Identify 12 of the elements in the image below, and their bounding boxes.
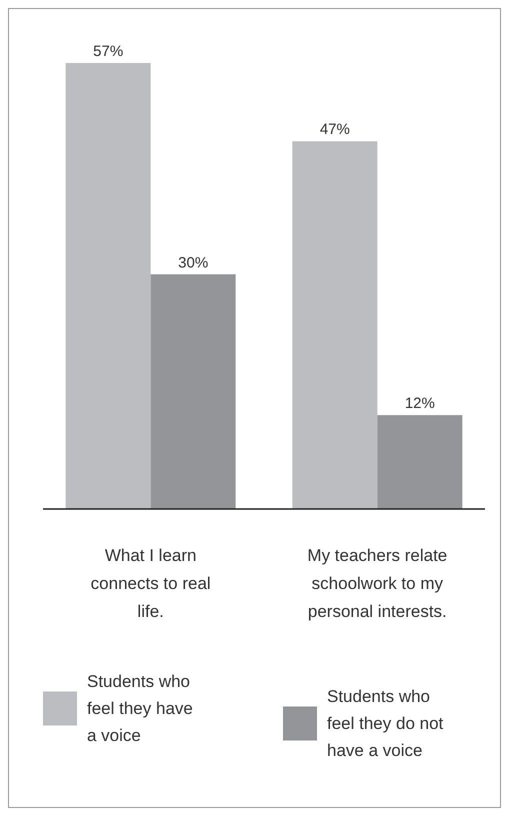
x-tick-label: My teachers relate schoolwork to my personal interests. [307, 546, 448, 621]
data-label: 12% [404, 395, 435, 412]
data-label: 30% [178, 254, 208, 272]
bar [150, 274, 236, 509]
legend-label: Students who feel they do not have a voice [327, 687, 444, 760]
legend-label: Students who feel they have a voice [87, 672, 193, 745]
x-tick-label: What I learn connects to real life. [90, 546, 211, 621]
bar [292, 141, 378, 509]
data-label: 57% [93, 43, 124, 60]
bar [377, 415, 462, 509]
bar [66, 63, 151, 509]
data-label: 47% [320, 121, 350, 138]
